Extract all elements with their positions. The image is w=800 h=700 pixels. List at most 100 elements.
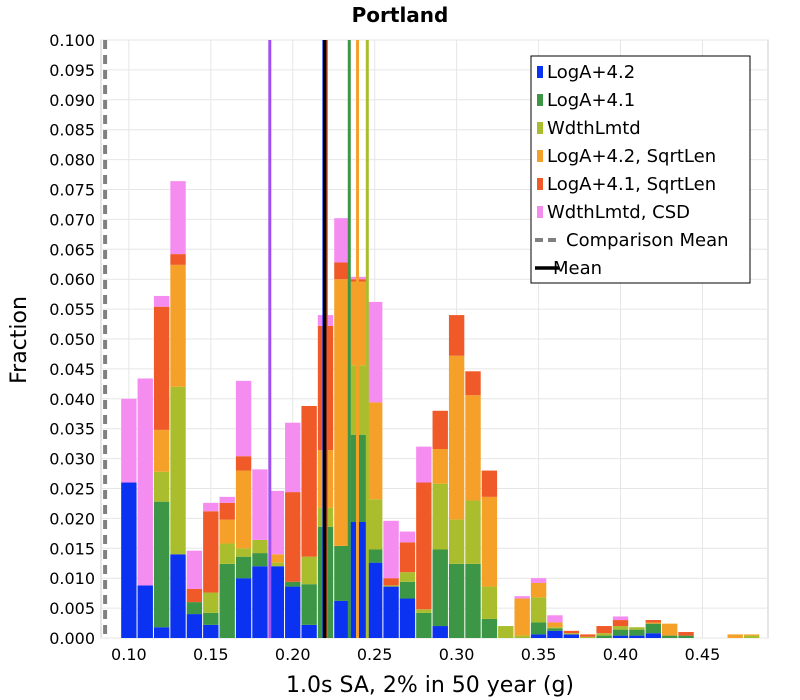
bar-segment [645,633,661,638]
bar-segment [399,598,416,638]
legend-swatch [537,150,543,162]
y-tick-label: 0.040 [49,390,95,409]
bar-segment [153,429,170,472]
bar-segment [530,597,547,623]
bar-segment [285,422,301,493]
y-tick-label: 0.080 [49,151,95,170]
bar-segment [514,598,530,636]
x-tick-label: 0.20 [275,645,311,664]
y-tick-label: 0.045 [49,360,95,379]
bar-segment [219,543,235,564]
bar-segment [481,586,498,619]
bar-segment [629,635,645,638]
bar-segment [252,566,268,638]
bar-segment [481,470,498,497]
bar-segment [432,549,448,627]
legend-swatch [537,94,543,106]
bar-segment [219,519,235,544]
y-tick-label: 0.085 [49,121,95,140]
bar-segment [661,635,678,638]
bar-segment [727,634,743,638]
y-tick-label: 0.100 [49,31,95,50]
bar-segment [399,572,416,582]
legend-label: LogA+4.1, SqrtLen [547,174,716,195]
bar-segment [285,492,301,582]
bar-segment [514,635,530,638]
bar-segment [645,620,661,623]
x-tick-label: 0.30 [439,645,475,664]
bar-segment [563,634,580,638]
bar-segment [153,627,170,638]
bar-segment [448,563,465,638]
bar-segment [596,633,612,636]
x-tick-label: 0.25 [357,645,393,664]
bar-segment [203,592,219,613]
bar-segment [432,410,448,450]
bar-segment [465,371,481,396]
bar-segment [547,615,563,623]
bar-segment [366,549,383,563]
bar-segment [170,264,186,387]
legend-label: WdthLmtd, CSD [547,202,690,223]
bar-segment [416,609,432,613]
y-tick-label: 0.065 [49,240,95,259]
bar-segment [678,635,694,638]
bar-segment [334,262,350,280]
bar-segment [186,550,203,589]
bar-segment [121,398,137,483]
y-tick-label: 0.075 [49,181,95,200]
bar-segment [530,622,547,635]
bar-segment [596,635,612,638]
bar-segment [383,578,399,586]
y-tick-label: 0.025 [49,480,95,499]
bar-segment [563,633,580,635]
legend-swatch [537,206,543,218]
y-tick-label: 0.095 [49,61,95,80]
legend-label: Mean [553,258,602,279]
bar-segment [547,627,563,629]
y-tick-label: 0.020 [49,509,95,528]
y-tick-label: 0.010 [49,569,95,588]
bar-segment [743,634,760,636]
mean-lines-group [103,40,369,638]
y-tick-label: 0.000 [49,629,95,648]
bar-segment [596,626,612,634]
bar-segment [547,630,563,638]
bar-segment [563,630,580,634]
x-tick-label: 0.10 [111,645,147,664]
x-tick-label: 0.15 [193,645,229,664]
bar-segment [612,626,629,630]
bar-segment [219,496,235,503]
bar-segment [268,566,285,638]
bar-segment [481,496,498,587]
bar-segment [432,626,448,638]
y-tick-label: 0.070 [49,210,95,229]
y-axis-ticks: 0.000 0.005 0.010 0.015 0.020 0.025 0.030 0.035… [49,31,95,648]
bar-segment [121,482,137,638]
legend: LogA+4.2 LogA+4.1 WdthLmtd LogA+4.2, SqrtLe… [530,55,751,284]
bar-segment [366,301,383,403]
bar-segment [186,588,203,603]
bar-segment [366,499,383,550]
bar-segment [645,623,661,634]
bar-segment [301,584,317,625]
bar-segment [383,585,399,587]
bar-segment [530,634,547,638]
x-axis-label: 1.0s SA, 2% in 50 year (g) [286,673,574,698]
bar-segment [203,612,219,625]
bar-segment [170,386,186,555]
bar-segment [203,511,219,593]
bar-segment [252,553,268,567]
legend-label: LogA+4.2 [547,62,635,83]
y-tick-label: 0.090 [49,91,95,110]
bar-segment [268,554,285,563]
bar-segment [530,578,547,583]
bar-segment [481,618,498,638]
bar-segment [186,614,203,638]
bar-segment [153,471,170,502]
bar-segment [661,623,678,636]
bar-segment [366,402,383,500]
bar-segment [432,483,448,550]
bar-segment [186,602,203,615]
